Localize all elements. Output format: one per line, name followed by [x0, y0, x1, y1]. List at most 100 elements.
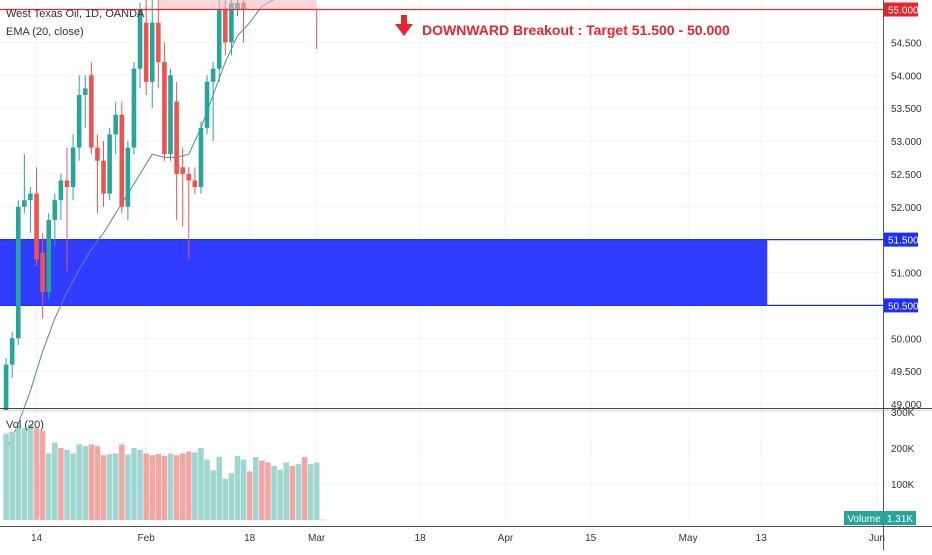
- volume-tick-label: 200K: [891, 444, 915, 455]
- volume-bar: [131, 448, 137, 520]
- time-tick-label: 14: [31, 533, 43, 544]
- candle-body: [192, 180, 198, 188]
- volume-bar: [307, 464, 314, 520]
- volume-bar: [186, 451, 192, 520]
- volume-bar: [3, 433, 9, 520]
- volume-bar: [192, 452, 198, 520]
- volume-bar: [295, 464, 302, 520]
- price-level-badge-text: 50.500: [888, 301, 919, 312]
- volume-bar: [112, 453, 119, 520]
- candle-body: [89, 75, 94, 148]
- volume-tick-label: 100K: [891, 480, 915, 491]
- candle-body: [223, 9, 228, 43]
- volume-bar: [198, 448, 204, 520]
- time-tick-label: Apr: [498, 533, 514, 544]
- volume-bar: [119, 444, 125, 520]
- candle-body: [229, 2, 234, 43]
- volume-bar: [106, 454, 113, 520]
- volume-bar: [33, 428, 40, 520]
- candle-body: [210, 68, 216, 82]
- volume-bar: [27, 424, 34, 520]
- candle-body: [186, 173, 192, 181]
- volume-bar: [52, 442, 58, 520]
- time-tick-label: Feb: [138, 533, 156, 544]
- volume-bar: [222, 478, 229, 520]
- ema-line: [5, 0, 275, 451]
- symbol-legend: West Texas Oil, 1D, OANDA: [6, 8, 145, 20]
- candle-body: [28, 193, 33, 201]
- volume-legend: Vol (20): [6, 419, 44, 431]
- volume-bar: [76, 444, 82, 520]
- volume-badge-label-bg: [844, 511, 884, 525]
- volume-bar: [143, 453, 149, 520]
- volume-bar: [246, 471, 253, 520]
- time-tick-label: 18: [244, 533, 256, 544]
- volume-bars-layer: [3, 424, 326, 521]
- candle-body: [125, 147, 131, 207]
- candle-body: [113, 114, 119, 135]
- price-tick-label: 50.000: [891, 334, 922, 345]
- candle-body: [149, 22, 155, 82]
- price-tick-label: 49.500: [891, 367, 922, 378]
- volume-bar: [271, 466, 277, 520]
- candle-body: [15, 206, 21, 339]
- volume-bar: [289, 466, 296, 520]
- volume-bar: [125, 454, 131, 520]
- target-zone-layer: [0, 239, 883, 306]
- volume-bar: [173, 455, 180, 520]
- candle-body: [40, 252, 45, 293]
- price-tick-label: 52.500: [891, 170, 922, 181]
- resistance-band: [158, 0, 317, 10]
- candle-body: [162, 62, 167, 155]
- volume-bar: [149, 455, 155, 520]
- candle-body: [174, 101, 179, 174]
- candle-body: [156, 22, 161, 63]
- price-level-badge: [884, 232, 918, 247]
- volume-bar: [216, 457, 222, 520]
- volume-badge-value-bg: [884, 511, 916, 525]
- candle-body: [119, 114, 125, 207]
- price-level-badge: [884, 2, 918, 17]
- volume-bar: [253, 457, 259, 520]
- candle-body: [143, 22, 149, 82]
- time-tick-label: 15: [585, 533, 597, 544]
- price-level-badge-text: 51.500: [888, 236, 919, 247]
- candle-body: [168, 75, 173, 155]
- overlay-layer: [0, 0, 883, 49]
- candle-body: [131, 68, 137, 148]
- price-tick-label: 54.000: [891, 71, 922, 82]
- candle-body: [52, 200, 58, 220]
- time-tick-label: Mar: [308, 533, 326, 544]
- volume-bar: [82, 446, 89, 520]
- volume-badge-value: 1.31K: [887, 514, 913, 525]
- volume-bar: [320, 519, 326, 521]
- price-level-badge: [884, 298, 918, 313]
- volume-bar: [161, 455, 168, 520]
- candle-body: [76, 94, 82, 148]
- volume-bar: [210, 470, 216, 520]
- volume-bar: [234, 455, 241, 520]
- candle-body: [137, 9, 143, 69]
- volume-bar: [137, 449, 143, 520]
- candle-body: [22, 200, 27, 207]
- volume-bar: [228, 473, 235, 520]
- volume-bar: [64, 449, 70, 520]
- volume-bar: [179, 453, 186, 520]
- volume-bar: [94, 446, 101, 520]
- ema-legend: EMA (20, close): [6, 26, 84, 38]
- volume-bar: [240, 459, 247, 520]
- candle-body: [101, 160, 106, 194]
- candle-body: [58, 180, 64, 201]
- candle-body: [204, 81, 210, 128]
- volume-bar: [204, 459, 210, 520]
- volume-tick-label: 300K: [891, 408, 915, 419]
- price-tick-label: 53.500: [891, 104, 922, 115]
- candles-layer: [3, 0, 246, 411]
- volume-bar: [45, 453, 52, 520]
- candle-body: [64, 180, 70, 188]
- volume-bar: [70, 453, 76, 520]
- candle-body: [3, 364, 9, 411]
- volume-badge-label: Volume: [847, 514, 881, 525]
